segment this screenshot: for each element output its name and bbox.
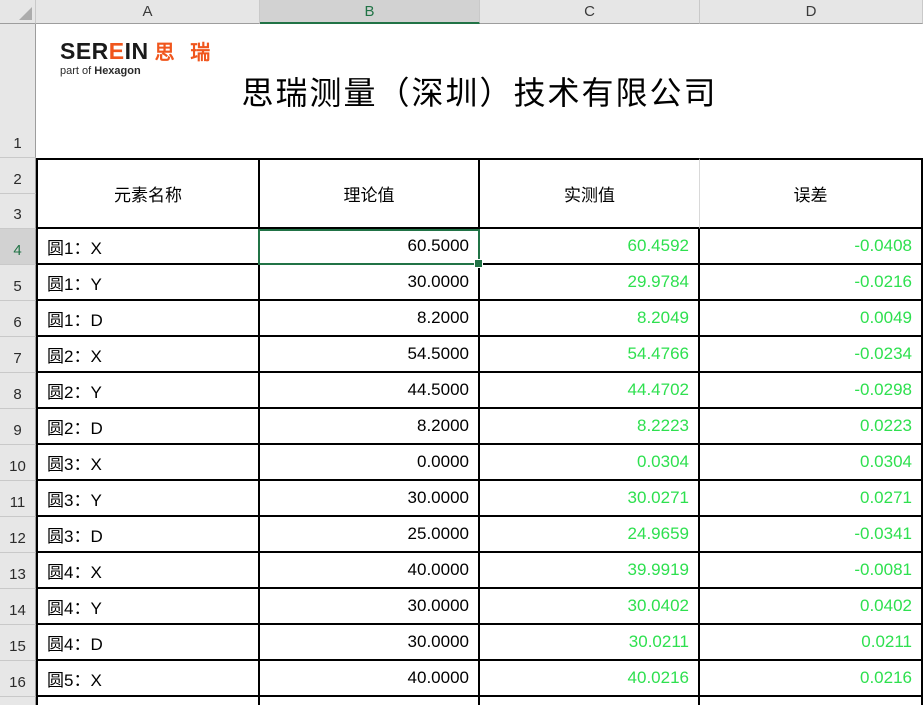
row-header-2[interactable]: 2: [0, 158, 36, 194]
cell-b17-partial[interactable]: [260, 697, 480, 705]
logo-tagline: part of Hexagon: [60, 66, 215, 77]
cell-a7[interactable]: 圆2：X: [36, 337, 260, 373]
column-header-c[interactable]: C: [480, 0, 700, 24]
cell-a15[interactable]: 圆4：D: [36, 625, 260, 661]
cell-c13[interactable]: 39.9919: [480, 553, 700, 589]
row-header-1[interactable]: 1: [0, 24, 36, 158]
row-header-3[interactable]: 3: [0, 194, 36, 229]
column-header-d[interactable]: D: [700, 0, 923, 24]
cell-d6[interactable]: 0.0049: [700, 301, 923, 337]
cell-a10[interactable]: 圆3：X: [36, 445, 260, 481]
row-header-13[interactable]: 13: [0, 553, 36, 589]
title-cell[interactable]: SEREIN 思 瑞 part of Hexagon 思瑞测量（深圳）技术有限公司: [36, 24, 923, 158]
cell-b4-value: 60.5000: [407, 236, 469, 255]
column-header-b[interactable]: B: [260, 0, 480, 24]
cell-a4[interactable]: 圆1：X: [36, 229, 260, 265]
row-header-14[interactable]: 14: [0, 589, 36, 625]
header-measured[interactable]: 实测值: [480, 158, 700, 229]
select-all-button[interactable]: [0, 0, 36, 24]
cell-b9[interactable]: 8.2000: [260, 409, 480, 445]
cell-d4[interactable]: -0.0408: [700, 229, 923, 265]
cell-b12[interactable]: 25.0000: [260, 517, 480, 553]
cell-a17-partial[interactable]: [36, 697, 260, 705]
cell-c9[interactable]: 8.2223: [480, 409, 700, 445]
cell-b11[interactable]: 30.0000: [260, 481, 480, 517]
row-header-16[interactable]: 16: [0, 661, 36, 697]
row-header-7[interactable]: 7: [0, 337, 36, 373]
cell-d11[interactable]: 0.0271: [700, 481, 923, 517]
serein-logo: SEREIN 思 瑞 part of Hexagon: [60, 40, 215, 77]
logo-wordmark: SEREIN 思 瑞: [60, 38, 216, 64]
header-deviation[interactable]: 误差: [700, 158, 923, 229]
cell-c4[interactable]: 60.4592: [480, 229, 700, 265]
row-header-5[interactable]: 5: [0, 265, 36, 301]
cell-a9[interactable]: 圆2：D: [36, 409, 260, 445]
cell-d15[interactable]: 0.0211: [700, 625, 923, 661]
cell-a6[interactable]: 圆1：D: [36, 301, 260, 337]
cell-a14[interactable]: 圆4：Y: [36, 589, 260, 625]
column-header-a[interactable]: A: [36, 0, 260, 24]
cell-d16[interactable]: 0.0216: [700, 661, 923, 697]
row-header-9[interactable]: 9: [0, 409, 36, 445]
cell-c17-partial[interactable]: [480, 697, 700, 705]
row-header-15[interactable]: 15: [0, 625, 36, 661]
cell-d12[interactable]: -0.0341: [700, 517, 923, 553]
header-theoretical[interactable]: 理论值: [260, 158, 480, 229]
cell-d13[interactable]: -0.0081: [700, 553, 923, 589]
logo-ser: SER: [60, 38, 109, 64]
cell-b5[interactable]: 30.0000: [260, 265, 480, 301]
select-all-icon: [19, 7, 32, 20]
cell-b8[interactable]: 44.5000: [260, 373, 480, 409]
cell-a5[interactable]: 圆1：Y: [36, 265, 260, 301]
logo-chinese: 思 瑞: [154, 42, 216, 64]
cell-c6[interactable]: 8.2049: [480, 301, 700, 337]
cell-c8[interactable]: 44.4702: [480, 373, 700, 409]
logo-in: IN: [124, 38, 149, 64]
cell-a16[interactable]: 圆5：X: [36, 661, 260, 697]
cell-a12[interactable]: 圆3：D: [36, 517, 260, 553]
logo-tagline-brand: Hexagon: [94, 65, 141, 77]
row-header-6[interactable]: 6: [0, 301, 36, 337]
row-header-4[interactable]: 4: [0, 229, 36, 265]
cell-b10[interactable]: 0.0000: [260, 445, 480, 481]
row-header-10[interactable]: 10: [0, 445, 36, 481]
cell-a8[interactable]: 圆2：Y: [36, 373, 260, 409]
cell-b13[interactable]: 40.0000: [260, 553, 480, 589]
row-header-12[interactable]: 12: [0, 517, 36, 553]
cell-c15[interactable]: 30.0211: [480, 625, 700, 661]
cell-b6[interactable]: 8.2000: [260, 301, 480, 337]
cell-b16[interactable]: 40.0000: [260, 661, 480, 697]
cell-c12[interactable]: 24.9659: [480, 517, 700, 553]
cell-b14[interactable]: 30.0000: [260, 589, 480, 625]
cell-c11[interactable]: 30.0271: [480, 481, 700, 517]
cell-c14[interactable]: 30.0402: [480, 589, 700, 625]
cell-c10[interactable]: 0.0304: [480, 445, 700, 481]
row-header-8[interactable]: 8: [0, 373, 36, 409]
row-header-11[interactable]: 11: [0, 481, 36, 517]
cell-d10[interactable]: 0.0304: [700, 445, 923, 481]
cell-a11[interactable]: 圆3：Y: [36, 481, 260, 517]
cell-d5[interactable]: -0.0216: [700, 265, 923, 301]
cell-d17-partial[interactable]: [700, 697, 923, 705]
cell-b4-selected[interactable]: 60.5000: [258, 229, 483, 268]
cell-c16[interactable]: 40.0216: [480, 661, 700, 697]
cell-d7[interactable]: -0.0234: [700, 337, 923, 373]
header-element-name[interactable]: 元素名称: [36, 158, 260, 229]
cell-b15[interactable]: 30.0000: [260, 625, 480, 661]
cell-c7[interactable]: 54.4766: [480, 337, 700, 373]
row-header-17-partial[interactable]: [0, 697, 36, 705]
cell-d9[interactable]: 0.0223: [700, 409, 923, 445]
cell-b7[interactable]: 54.5000: [260, 337, 480, 373]
cell-a13[interactable]: 圆4：X: [36, 553, 260, 589]
logo-tagline-prefix: part of: [60, 65, 95, 77]
cell-d14[interactable]: 0.0402: [700, 589, 923, 625]
company-title: 思瑞测量（深圳）技术有限公司: [241, 75, 718, 111]
cell-c5[interactable]: 29.9784: [480, 265, 700, 301]
logo-e: E: [108, 38, 125, 64]
cell-d8[interactable]: -0.0298: [700, 373, 923, 409]
